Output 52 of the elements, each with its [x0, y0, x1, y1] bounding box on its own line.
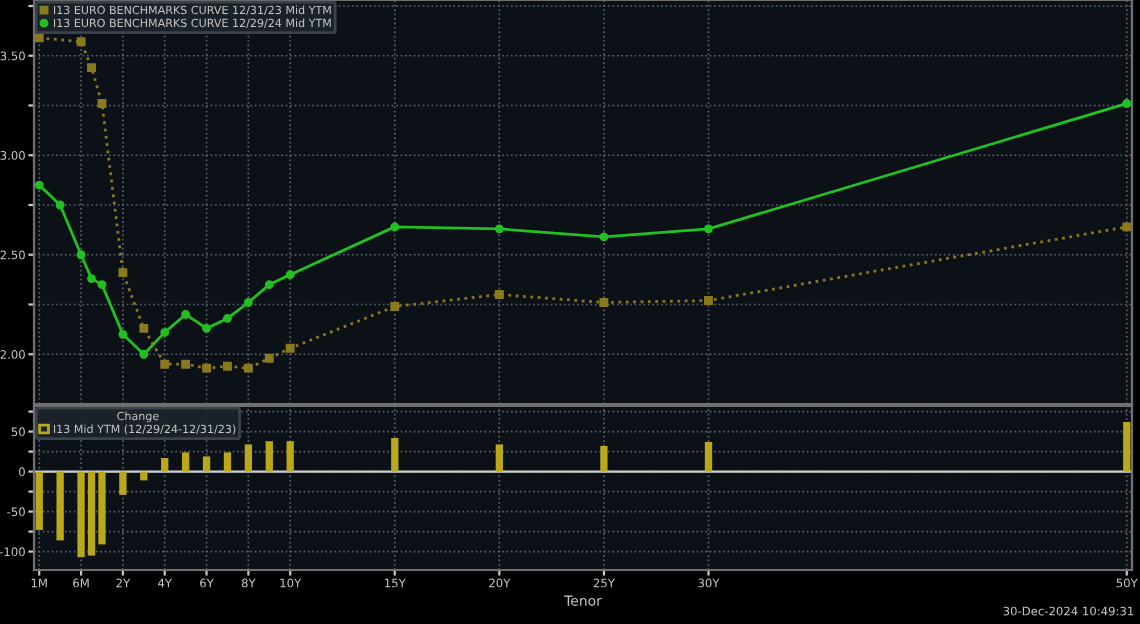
point — [87, 63, 96, 73]
bar — [600, 446, 608, 472]
point — [390, 222, 400, 232]
point — [264, 280, 274, 290]
point — [97, 280, 107, 290]
bar — [265, 441, 273, 472]
point — [181, 359, 191, 369]
point — [704, 296, 713, 305]
bar — [1123, 422, 1131, 472]
point — [704, 224, 713, 234]
point — [139, 323, 149, 333]
point — [223, 361, 232, 371]
bar — [391, 438, 399, 472]
point — [599, 232, 609, 242]
point — [118, 268, 128, 278]
point — [243, 363, 253, 373]
point — [87, 274, 96, 284]
bar — [35, 471, 43, 530]
bar — [495, 444, 503, 472]
point — [494, 290, 504, 299]
point — [202, 363, 211, 373]
point — [118, 329, 128, 339]
point — [202, 323, 211, 333]
point — [264, 353, 274, 363]
point — [243, 298, 253, 307]
bar — [244, 444, 253, 472]
bar — [704, 442, 713, 472]
point — [223, 313, 232, 323]
bar — [56, 471, 64, 541]
point — [599, 298, 609, 307]
point — [181, 310, 191, 319]
bar — [202, 456, 211, 472]
point — [139, 349, 149, 359]
point — [160, 359, 170, 369]
point — [1122, 222, 1132, 232]
point — [494, 224, 504, 234]
bar — [181, 452, 190, 472]
point — [76, 37, 86, 47]
point — [285, 343, 295, 353]
bar — [286, 441, 294, 472]
point — [97, 99, 107, 108]
point — [55, 200, 65, 210]
point — [1122, 99, 1132, 108]
point — [160, 327, 170, 337]
bar — [223, 452, 232, 472]
point — [34, 180, 44, 190]
point — [34, 33, 44, 43]
bar — [161, 458, 169, 472]
bar — [119, 471, 127, 495]
point — [76, 250, 86, 260]
point — [390, 302, 400, 311]
point — [285, 270, 295, 280]
